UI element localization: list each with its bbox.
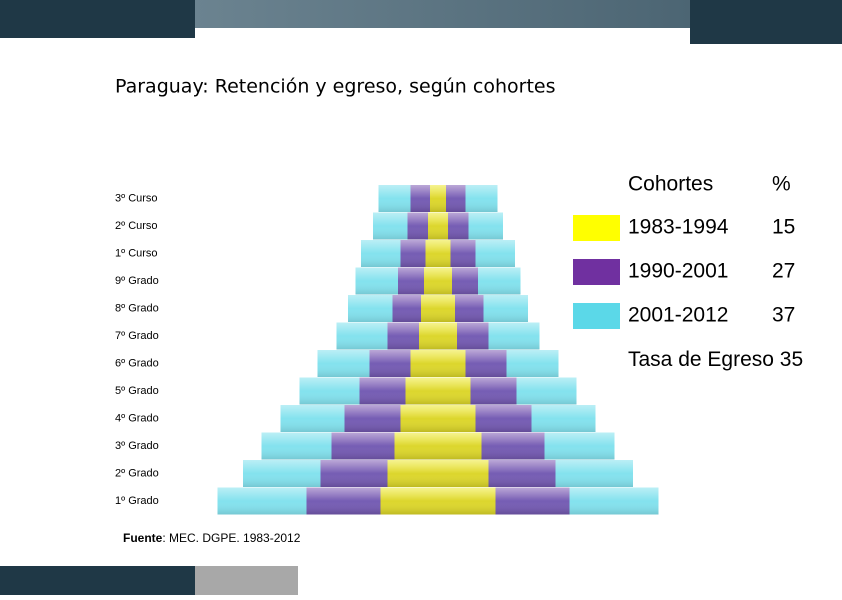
bar-shade [425,240,451,267]
y-category-label: 6º Grado [115,357,159,369]
summary-label: Tasa de Egreso [628,348,774,371]
header-block [0,0,195,38]
header-band [195,0,690,28]
y-category-label: 9º Grado [115,275,159,287]
y-category-label: 1º Grado [115,495,159,507]
y-category-label: 3º Grado [115,440,159,452]
y-category-label: 4º Grado [115,412,159,424]
legend-swatch [573,303,620,329]
bar-shade [430,185,446,212]
bar-shade [410,350,466,377]
legend-swatch [573,215,620,241]
footer-block [0,566,195,595]
source-label: Fuente [123,531,163,545]
source-text: : MEC. DGPE. 1983-2012 [162,531,300,545]
legend-swatch [573,259,620,285]
bar-shade [394,432,482,460]
legend-label: 1983-1994 [628,216,729,239]
y-category-label: 7º Grado [115,330,159,342]
y-category-label: 8º Grado [115,302,159,314]
bar-shade [428,212,448,240]
bar-shade [400,405,476,432]
y-category-label: 3º Curso [115,192,158,204]
header-block [690,0,842,44]
y-category-label: 2º Curso [115,220,158,232]
bar-shade [380,487,496,515]
legend-label: 1990-2001 [628,260,728,283]
footer-block [195,566,298,595]
legend-label: 2001-2012 [628,304,728,327]
bar-shade [421,295,455,322]
bar-shade [387,460,489,487]
legend-value-header: % [772,173,791,196]
legend-rate: 37 [772,304,795,327]
bar-shade [419,322,457,350]
y-category-label: 1º Curso [115,247,158,259]
legend-title: Cohortes [628,173,713,196]
bar-shade [424,267,452,295]
chart-title: Paraguay: Retención y egreso, según coho… [115,76,555,98]
source: Fuente: MEC. DGPE. 1983-2012 [123,531,301,545]
summary: Tasa de Egreso 35 [628,348,803,371]
bar-shade [405,377,471,405]
legend-rate: 15 [772,216,795,239]
y-category-label: 2º Grado [115,467,159,479]
legend-rate: 27 [772,260,795,283]
summary-value: 35 [780,348,803,371]
y-category-label: 5º Grado [115,385,159,397]
